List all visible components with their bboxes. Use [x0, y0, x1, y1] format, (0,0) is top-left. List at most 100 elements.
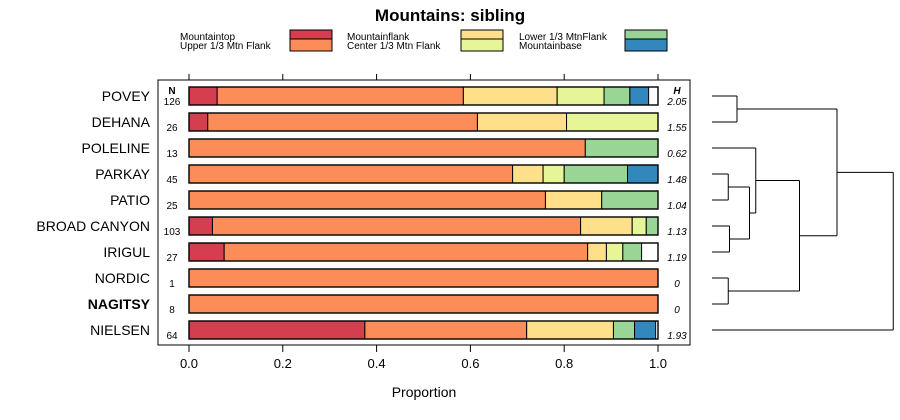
bar-segment: [601, 190, 659, 210]
bar-outline: [188, 216, 659, 236]
row-label: DEHANA: [92, 114, 151, 130]
x-tick-label: 0.4: [368, 356, 386, 371]
bar-segment: [645, 216, 659, 236]
bar-segment: [364, 320, 528, 340]
bar-segment: [580, 216, 633, 236]
legend-swatch: [289, 38, 333, 52]
h-value: 1.55: [667, 123, 687, 134]
bar-segment: [211, 216, 582, 236]
row-label: POLELINE: [82, 140, 150, 156]
bar-segment: [622, 242, 643, 262]
bars: [188, 86, 659, 340]
row-labels: POVEY DEHANA POLELINE PARKAY PATIO BROAD CANY…: [36, 88, 150, 338]
legend-label: Upper 1/3 Mtn Flank: [180, 41, 272, 52]
h-value: 2.05: [666, 97, 687, 108]
bar-segment: [584, 138, 659, 158]
row-label: IRIGUL: [103, 244, 150, 260]
h-value: 1.13: [667, 227, 687, 238]
legend-label: Mountainbase: [519, 41, 582, 52]
legend-label: Mountainflank: [347, 32, 410, 43]
legend-swatch: [460, 38, 504, 52]
bar-outline: [188, 190, 659, 210]
row-label: BROAD CANYON: [36, 218, 150, 234]
bar-segment: [603, 86, 631, 106]
bar-outline: [188, 268, 659, 288]
top-ticks: [188, 74, 659, 80]
bar-segment: [634, 320, 657, 340]
bar-segment: [188, 268, 659, 288]
bar-segment: [542, 164, 565, 184]
bar-segment: [563, 164, 629, 184]
plot-frame: [157, 79, 691, 346]
bar-segment: [207, 112, 478, 132]
n-value: 103: [164, 227, 181, 238]
bar-outline: [188, 86, 659, 106]
dendrogram: [712, 95, 894, 331]
row-label: PATIO: [110, 192, 150, 208]
row-label: NAGITSY: [88, 296, 151, 312]
bar-segment: [476, 112, 568, 132]
legend-label: Mountaintop: [180, 32, 235, 43]
bar-segment: [188, 164, 514, 184]
bar-segment: [605, 242, 624, 262]
legend-swatch: [624, 38, 668, 52]
h-value: 1.48: [667, 175, 687, 186]
bar-segment: [188, 138, 586, 158]
h-header: H: [673, 86, 681, 97]
bar-segment: [612, 320, 636, 340]
h-value: 0: [674, 305, 680, 316]
n-value: 1: [169, 279, 175, 290]
bar-outline: [188, 242, 659, 262]
n-value: 8: [169, 305, 175, 316]
x-tick-label: 0.2: [274, 356, 292, 371]
bar-segment: [216, 86, 464, 106]
bar-segment: [512, 164, 544, 184]
x-axis: 0.0 0.2 0.4 0.6 0.8 1.0: [180, 345, 667, 371]
bar-segment: [188, 190, 546, 210]
bar-outline: [188, 112, 659, 132]
h-value: 1.19: [667, 253, 687, 264]
chart-title: Mountains: sibling: [375, 6, 525, 25]
bar-segment: [556, 86, 605, 106]
bar-segment: [544, 190, 603, 210]
n-value: 27: [166, 253, 178, 264]
n-values: 126 26 13 45 25 103 27 1 8 64: [164, 97, 181, 342]
x-tick-label: 0.0: [180, 356, 198, 371]
bar-outline: [188, 294, 659, 314]
bar-segment: [188, 216, 213, 236]
n-header: N: [168, 86, 175, 97]
bar-segment: [188, 294, 659, 314]
h-values: 2.05 1.55 0.62 1.48 1.04 1.13 1.19 0 0 1.93: [666, 97, 687, 342]
x-tick-label: 0.6: [461, 356, 479, 371]
n-value: 45: [166, 175, 178, 186]
bar-segment: [627, 164, 659, 184]
bar-outline: [188, 138, 659, 158]
bar-outline: [188, 320, 659, 340]
h-value: 0.62: [667, 149, 687, 160]
row-label: PARKAY: [95, 166, 150, 182]
x-axis-label: Proportion: [392, 384, 457, 400]
bar-segment: [526, 320, 614, 340]
bar-segment: [631, 216, 647, 236]
h-value: 0: [674, 279, 680, 290]
legend-label: Center 1/3 Mtn Flank: [347, 41, 441, 52]
row-label: NIELSEN: [90, 322, 150, 338]
row-label: POVEY: [102, 88, 151, 104]
n-value: 26: [166, 123, 178, 134]
bar-segment: [223, 242, 589, 262]
n-value: 25: [166, 201, 178, 212]
bar-segment: [587, 242, 607, 262]
bar-segment: [462, 86, 558, 106]
bar-segment: [188, 86, 218, 106]
bar-outline: [188, 164, 659, 184]
n-value: 13: [166, 149, 178, 160]
row-label: NORDIC: [95, 270, 150, 286]
bar-segment: [188, 112, 209, 132]
h-value: 1.93: [667, 331, 687, 342]
h-value: 1.04: [667, 201, 687, 212]
bar-segment: [188, 320, 366, 340]
bar-segment: [629, 86, 650, 106]
bar-segment: [566, 112, 659, 132]
